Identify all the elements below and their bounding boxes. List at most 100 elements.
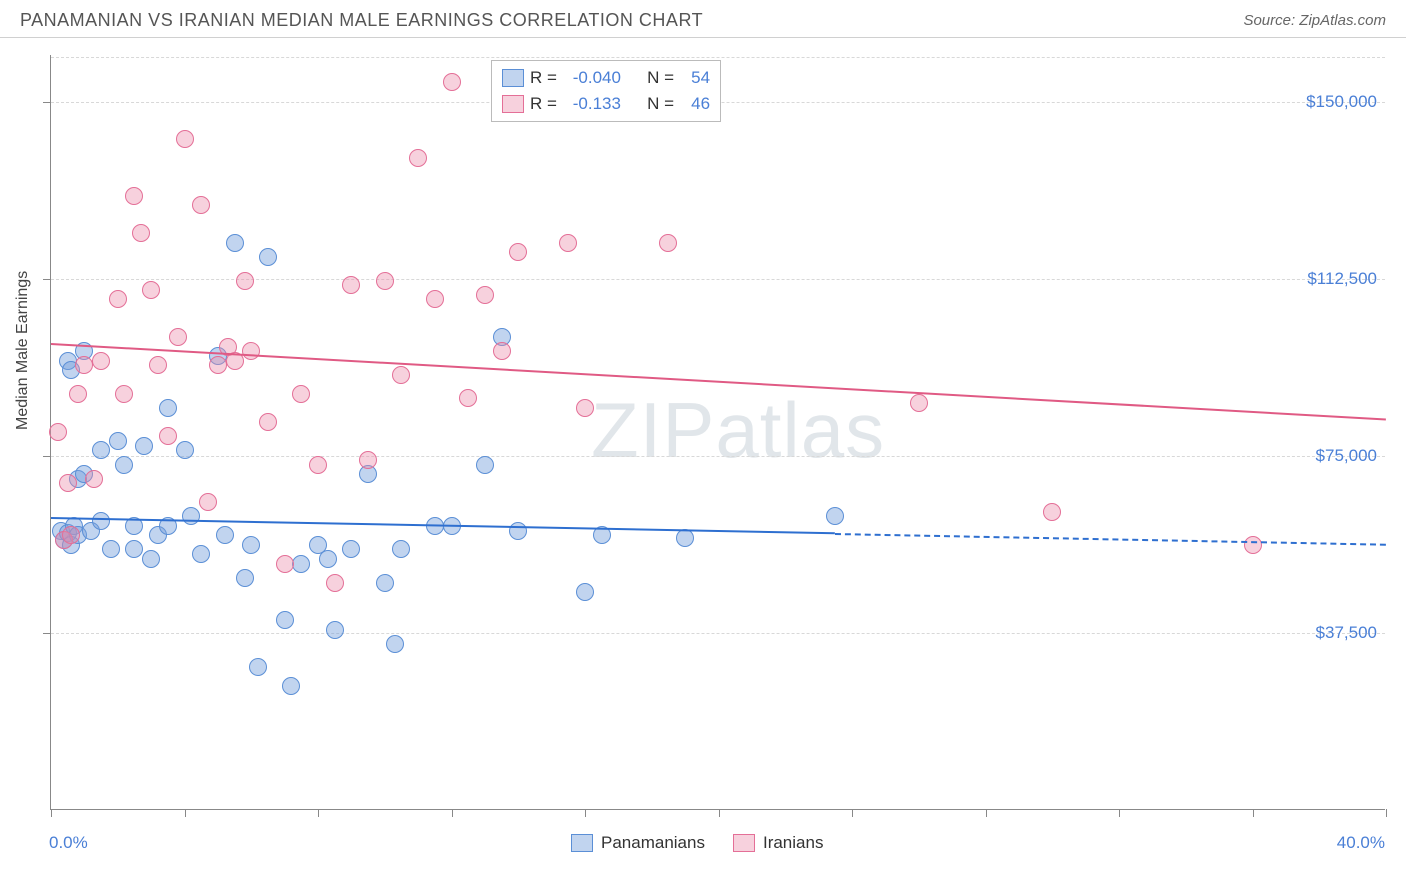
data-point bbox=[75, 356, 93, 374]
legend-swatch bbox=[571, 834, 593, 852]
data-point bbox=[109, 432, 127, 450]
x-tick bbox=[986, 809, 987, 817]
data-point bbox=[459, 389, 477, 407]
x-tick bbox=[185, 809, 186, 817]
data-point bbox=[115, 456, 133, 474]
data-point bbox=[192, 196, 210, 214]
data-point bbox=[326, 574, 344, 592]
data-point bbox=[115, 385, 133, 403]
data-point bbox=[159, 427, 177, 445]
x-tick bbox=[452, 809, 453, 817]
data-point bbox=[576, 399, 594, 417]
watermark: ZIPatlas bbox=[591, 385, 885, 476]
legend-swatch bbox=[733, 834, 755, 852]
data-point bbox=[509, 243, 527, 261]
data-point bbox=[426, 290, 444, 308]
data-point bbox=[236, 569, 254, 587]
x-tick bbox=[1386, 809, 1387, 817]
data-point bbox=[409, 149, 427, 167]
correlation-legend: R =-0.040 N =54R =-0.133 N =46 bbox=[491, 60, 721, 122]
y-tick-label: $75,000 bbox=[1316, 446, 1377, 466]
chart-source: Source: ZipAtlas.com bbox=[1243, 12, 1386, 29]
data-point bbox=[92, 512, 110, 530]
legend-n-label: N = bbox=[647, 94, 674, 114]
x-tick bbox=[719, 809, 720, 817]
gridline bbox=[51, 456, 1385, 457]
data-point bbox=[376, 272, 394, 290]
data-point bbox=[236, 272, 254, 290]
gridline bbox=[51, 633, 1385, 634]
data-point bbox=[559, 234, 577, 252]
x-tick bbox=[1253, 809, 1254, 817]
data-point bbox=[142, 281, 160, 299]
legend-n-label: N = bbox=[647, 68, 674, 88]
legend-swatch bbox=[502, 95, 524, 113]
data-point bbox=[476, 456, 494, 474]
data-point bbox=[102, 540, 120, 558]
data-point bbox=[276, 555, 294, 573]
data-point bbox=[132, 224, 150, 242]
x-max-label: 40.0% bbox=[1337, 833, 1385, 853]
x-tick bbox=[51, 809, 52, 817]
data-point bbox=[242, 536, 260, 554]
series-legend-item: Iranians bbox=[733, 833, 823, 853]
data-point bbox=[276, 611, 294, 629]
legend-r-label: R = bbox=[530, 68, 557, 88]
data-point bbox=[392, 540, 410, 558]
trend-line-extrapolated bbox=[835, 533, 1386, 546]
data-point bbox=[309, 456, 327, 474]
series-legend: PanamaniansIranians bbox=[571, 833, 823, 853]
data-point bbox=[159, 399, 177, 417]
data-point bbox=[242, 342, 260, 360]
data-point bbox=[342, 540, 360, 558]
data-point bbox=[259, 413, 277, 431]
data-point bbox=[292, 385, 310, 403]
gridline bbox=[51, 57, 1385, 58]
data-point bbox=[443, 73, 461, 91]
scatter-chart: ZIPatlas $37,500$75,000$112,500$150,0000… bbox=[50, 55, 1385, 810]
data-point bbox=[659, 234, 677, 252]
legend-r-label: R = bbox=[530, 94, 557, 114]
data-point bbox=[199, 493, 217, 511]
data-point bbox=[342, 276, 360, 294]
chart-title: PANAMANIAN VS IRANIAN MEDIAN MALE EARNIN… bbox=[20, 10, 703, 31]
data-point bbox=[826, 507, 844, 525]
data-point bbox=[169, 328, 187, 346]
data-point bbox=[92, 352, 110, 370]
data-point bbox=[85, 470, 103, 488]
data-point bbox=[176, 130, 194, 148]
legend-n-value: 54 bbox=[680, 68, 710, 88]
data-point bbox=[249, 658, 267, 676]
x-tick bbox=[852, 809, 853, 817]
data-point bbox=[125, 187, 143, 205]
y-tick bbox=[43, 633, 51, 634]
data-point bbox=[182, 507, 200, 525]
watermark-zip: ZIP bbox=[591, 386, 715, 474]
y-tick-label: $112,500 bbox=[1307, 269, 1377, 289]
data-point bbox=[493, 342, 511, 360]
y-tick bbox=[43, 456, 51, 457]
data-point bbox=[282, 677, 300, 695]
data-point bbox=[209, 356, 227, 374]
data-point bbox=[142, 550, 160, 568]
watermark-atlas: atlas bbox=[715, 386, 885, 474]
data-point bbox=[386, 635, 404, 653]
y-tick bbox=[43, 279, 51, 280]
x-min-label: 0.0% bbox=[49, 833, 88, 853]
legend-r-value: -0.133 bbox=[563, 94, 621, 114]
data-point bbox=[69, 385, 87, 403]
data-point bbox=[292, 555, 310, 573]
trend-line bbox=[51, 343, 1386, 420]
data-point bbox=[92, 441, 110, 459]
data-point bbox=[259, 248, 277, 266]
data-point bbox=[59, 474, 77, 492]
data-point bbox=[576, 583, 594, 601]
data-point bbox=[135, 437, 153, 455]
data-point bbox=[376, 574, 394, 592]
data-point bbox=[1043, 503, 1061, 521]
series-legend-label: Iranians bbox=[763, 833, 823, 853]
data-point bbox=[359, 451, 377, 469]
data-point bbox=[109, 290, 127, 308]
correlation-legend-row: R =-0.040 N =54 bbox=[502, 65, 710, 91]
x-tick bbox=[318, 809, 319, 817]
